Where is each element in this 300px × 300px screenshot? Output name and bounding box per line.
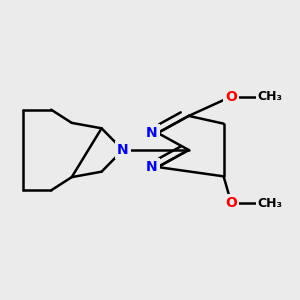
Text: O: O (225, 89, 237, 103)
Text: N: N (117, 143, 129, 157)
Text: O: O (225, 196, 237, 211)
Text: CH₃: CH₃ (258, 197, 283, 210)
Text: N: N (146, 126, 158, 140)
Text: CH₃: CH₃ (258, 90, 283, 103)
Text: N: N (146, 160, 158, 174)
